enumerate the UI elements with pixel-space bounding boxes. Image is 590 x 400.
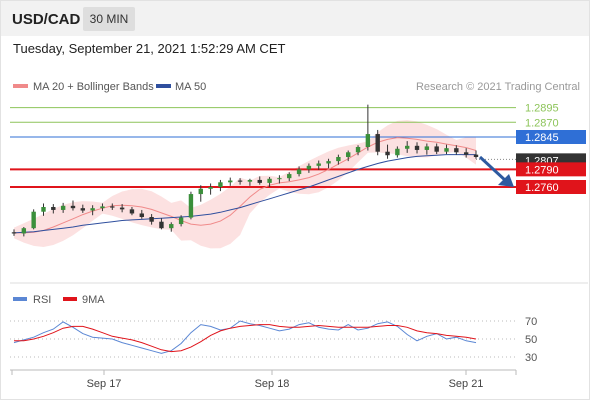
- candle-body: [306, 165, 312, 170]
- candle-body: [208, 187, 213, 189]
- candle-body: [267, 178, 272, 183]
- candle-body: [178, 217, 184, 225]
- candle-body: [149, 217, 154, 222]
- candle-body: [169, 224, 174, 229]
- forecast-arrow: [478, 155, 514, 187]
- candle-body: [188, 194, 194, 218]
- candle-body: [434, 146, 439, 152]
- support-label-box: [516, 180, 586, 194]
- support-label-text: 1.2790: [525, 164, 559, 176]
- candle-body: [355, 147, 361, 153]
- candle-body: [218, 182, 223, 187]
- candle-body: [257, 179, 262, 183]
- ma50-legend-swatch: [156, 84, 171, 88]
- candle-body: [90, 208, 95, 211]
- candle-body: [70, 205, 76, 209]
- candle-body: [326, 161, 331, 164]
- x-axis: Sep 17 Sep 18 Sep 21: [11, 370, 517, 390]
- rsi-tick-label: 30: [525, 352, 537, 364]
- rsi-ma-line: [14, 324, 477, 353]
- candle-body: [51, 207, 56, 210]
- candle-body: [80, 208, 86, 211]
- candle-body: [129, 209, 135, 214]
- ma20-line: [14, 137, 477, 234]
- support-label-box: [516, 162, 586, 177]
- candle-body: [424, 146, 430, 150]
- candle-body: [444, 148, 449, 152]
- resistance-label: 1.2895: [525, 103, 559, 115]
- timeframe-button[interactable]: 30 MIN: [83, 7, 135, 31]
- ma20-legend-label: MA 20 + Bollinger Bands: [33, 81, 154, 93]
- candle-body: [228, 180, 233, 183]
- candlesticks: [11, 104, 479, 237]
- pivot-label-box: [516, 130, 586, 144]
- candle-body: [41, 207, 46, 212]
- candle-body: [31, 211, 36, 229]
- candle-body: [100, 206, 105, 209]
- candle-body: [237, 180, 243, 182]
- support-label-text: 1.2760: [525, 182, 559, 194]
- candle-body: [159, 221, 164, 229]
- research-credit: Research © 2021 Trading Central: [416, 81, 580, 93]
- rsi-tick-label: 70: [525, 316, 537, 328]
- header-bar: USD/CAD 30 MIN: [1, 1, 589, 36]
- candle-body: [404, 145, 410, 149]
- candle-body: [463, 152, 469, 155]
- rsi-ma-legend-swatch: [63, 297, 77, 301]
- ma20-legend-swatch: [13, 84, 28, 88]
- candle-body: [119, 207, 125, 210]
- forecast-arrow-head: [498, 174, 514, 187]
- rsi-panel: 70 50 30: [10, 316, 537, 364]
- candle-body: [346, 152, 351, 157]
- candle-body: [473, 154, 479, 157]
- rsi-legend-swatch: [13, 297, 27, 301]
- moving-averages: [13, 137, 477, 234]
- candle-body: [11, 232, 17, 234]
- candle-body: [365, 134, 371, 147]
- currency-pair-title: USD/CAD: [12, 11, 81, 28]
- candle-body: [21, 228, 27, 234]
- ma50-line: [13, 154, 476, 234]
- forecast-arrow-shaft: [478, 155, 508, 183]
- rsi-legend-label: RSI: [33, 294, 51, 306]
- bollinger-band-area: [14, 120, 476, 249]
- rsi-tick-label: 50: [525, 334, 537, 346]
- price-levels: [10, 107, 516, 188]
- x-tick-label: Sep 17: [87, 378, 122, 390]
- rsi-line: [13, 320, 477, 354]
- candle-body: [60, 205, 66, 210]
- candle-body: [316, 163, 321, 166]
- candle-body: [287, 174, 292, 179]
- candle-body: [385, 151, 390, 156]
- resistance-label: 1.2870: [525, 117, 559, 129]
- candle-body: [375, 134, 380, 152]
- rsi-ma-legend-label: 9MA: [82, 294, 105, 306]
- candle-body: [296, 169, 302, 175]
- candle-body: [277, 178, 282, 180]
- candle-body: [247, 179, 253, 182]
- bollinger-bands: [14, 120, 476, 249]
- chart-datetime: Tuesday, September 21, 2021 1:52:29 AM C…: [13, 41, 286, 56]
- candle-body: [454, 148, 459, 153]
- candle-body: [198, 188, 203, 195]
- x-tick-label: Sep 21: [449, 378, 484, 390]
- x-tick-label: Sep 18: [255, 378, 290, 390]
- candle-body: [110, 206, 115, 208]
- ma50-legend-label: MA 50: [175, 81, 206, 93]
- candle-body: [414, 145, 420, 150]
- pivot-label-text: 1.2845: [525, 132, 559, 144]
- candle-body: [336, 157, 341, 162]
- candle-body: [139, 213, 144, 217]
- candle-body: [395, 148, 400, 156]
